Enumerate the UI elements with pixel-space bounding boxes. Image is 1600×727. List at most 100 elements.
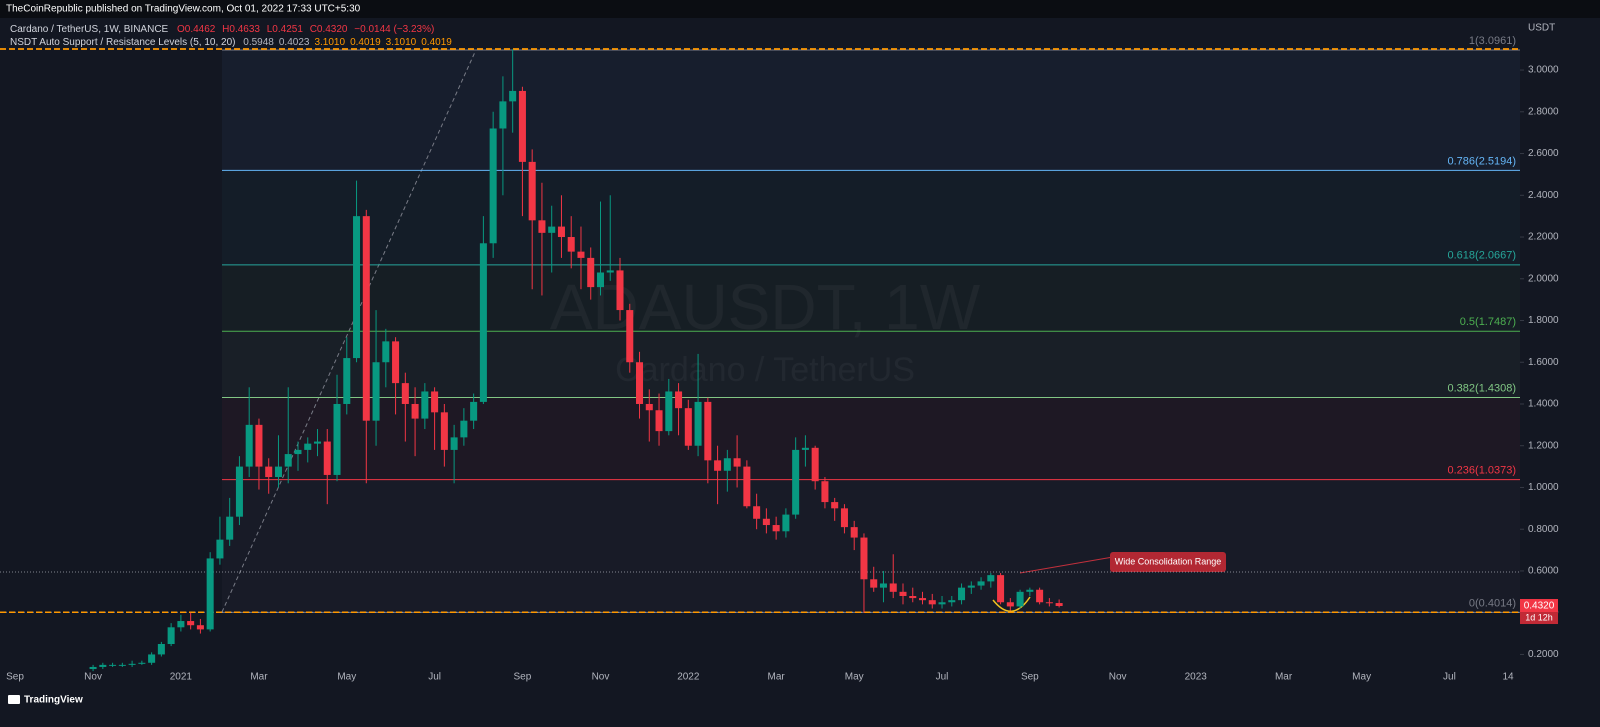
annotation-text: Wide Consolidation Range — [1115, 556, 1222, 566]
x-tick-label: May — [337, 672, 356, 683]
candle-body — [694, 401, 702, 446]
x-tick-label: Sep — [1021, 672, 1039, 683]
candle-body — [440, 412, 448, 450]
legend-main: Cardano / TetherUS, 1W, BINANCE O0.4462 … — [10, 24, 434, 35]
x-tick-label: Mar — [1275, 672, 1293, 683]
indicator-value: 0.4019 — [350, 37, 381, 48]
header-strip — [0, 0, 1600, 18]
y-tick-label: 2.8000 — [1528, 106, 1559, 117]
y-tick-label: 1.6000 — [1528, 357, 1559, 368]
candle-body — [704, 401, 712, 461]
candle-body — [870, 579, 878, 588]
candle-body — [226, 516, 234, 540]
candle-body — [489, 128, 497, 244]
candle-body — [284, 454, 292, 467]
candle-body — [958, 587, 966, 601]
annotation-pointer — [1019, 556, 1114, 574]
candle-body — [743, 466, 751, 507]
candle-body — [567, 237, 575, 252]
x-tick-label: 2023 — [1185, 672, 1208, 683]
y-tick-label: 1.2000 — [1528, 440, 1559, 451]
fib-label: 0.5(1.7487) — [1460, 316, 1516, 328]
candle-body — [99, 664, 107, 667]
candle-body — [148, 654, 156, 663]
y-tick-label: 2.0000 — [1528, 273, 1559, 284]
candle-body — [587, 257, 595, 288]
candle-body — [187, 621, 195, 626]
candle-body — [675, 391, 683, 409]
price-label: 0.4320 — [1524, 601, 1555, 612]
indicator-value: 0.4019 — [421, 37, 452, 48]
x-tick-label: Mar — [250, 672, 268, 683]
annotation-box — [1110, 552, 1226, 572]
candle-body — [382, 341, 390, 363]
candle-body — [801, 447, 809, 450]
price-label-box — [1520, 599, 1558, 613]
legend-symbol: Cardano / TetherUS, 1W, BINANCE — [10, 24, 169, 35]
candle-body — [889, 583, 897, 592]
x-tick-label: Jul — [1443, 672, 1456, 683]
candle-body — [518, 90, 526, 162]
candle-body — [948, 600, 956, 603]
candle-body — [557, 226, 565, 238]
indicator-value: 3.1010 — [386, 37, 417, 48]
candle-body — [255, 424, 263, 467]
candle-body — [655, 410, 663, 432]
x-tick-label: May — [1352, 672, 1371, 683]
candle-body — [967, 585, 975, 588]
fib-bands — [222, 49, 1520, 613]
legend-close: C0.4320 — [310, 24, 348, 35]
fib-band — [222, 331, 1520, 398]
candle-body — [616, 270, 624, 311]
fib-label: 0(0.4014) — [1469, 597, 1516, 609]
rounding-curve — [992, 596, 1031, 612]
x-tick-label: 14 — [1502, 672, 1514, 683]
fib-label: 0.618(2.0667) — [1448, 250, 1517, 262]
candle-body — [431, 391, 439, 413]
y-tick-label: 3.0000 — [1528, 65, 1559, 76]
trend-line — [221, 51, 476, 613]
fib-band — [222, 397, 1520, 480]
candle-body — [313, 441, 322, 444]
candle-body — [987, 575, 995, 582]
candle-body — [1055, 603, 1063, 607]
watermark-name: Cardano / TetherUS — [615, 351, 915, 389]
candle-body — [821, 481, 829, 503]
candle-body — [577, 251, 585, 258]
candle-body — [636, 362, 644, 404]
candle-body — [138, 662, 146, 664]
candle-body — [177, 621, 185, 628]
candle-body — [723, 458, 731, 471]
y-tick-label: 1.8000 — [1528, 315, 1559, 326]
x-tick-label: 2021 — [170, 672, 193, 683]
x-tick-label: Nov — [84, 672, 102, 683]
fib-band — [222, 264, 1520, 332]
candle-body — [353, 216, 361, 359]
candle-body — [733, 458, 741, 467]
candle-body — [811, 447, 819, 482]
candle-body — [206, 558, 214, 630]
indicator-value: 0.4023 — [279, 37, 310, 48]
candle-body — [1016, 591, 1024, 607]
fib-band — [222, 49, 1520, 171]
x-tick-label: May — [845, 672, 864, 683]
candle-body — [772, 525, 780, 532]
watermark-symbol: ADAUSDT, 1W — [550, 271, 981, 343]
candle-body — [909, 595, 917, 599]
candle-body — [684, 408, 692, 446]
y-tick-label: 2.2000 — [1528, 232, 1559, 243]
candle-body — [918, 598, 927, 601]
candle-body — [118, 664, 126, 666]
candle-body — [509, 90, 517, 102]
y-tick-label: 0.2000 — [1528, 649, 1559, 660]
fib-band — [222, 170, 1520, 265]
footer-logo — [8, 695, 20, 704]
footer-strip — [0, 690, 1600, 727]
candle-body — [850, 527, 858, 538]
candle-body — [665, 391, 673, 432]
x-tick-label: Nov — [592, 672, 610, 683]
candle-body — [782, 514, 790, 532]
x-tick-label: Nov — [1109, 672, 1127, 683]
candle-body — [645, 403, 653, 411]
candle-body — [1045, 602, 1053, 604]
